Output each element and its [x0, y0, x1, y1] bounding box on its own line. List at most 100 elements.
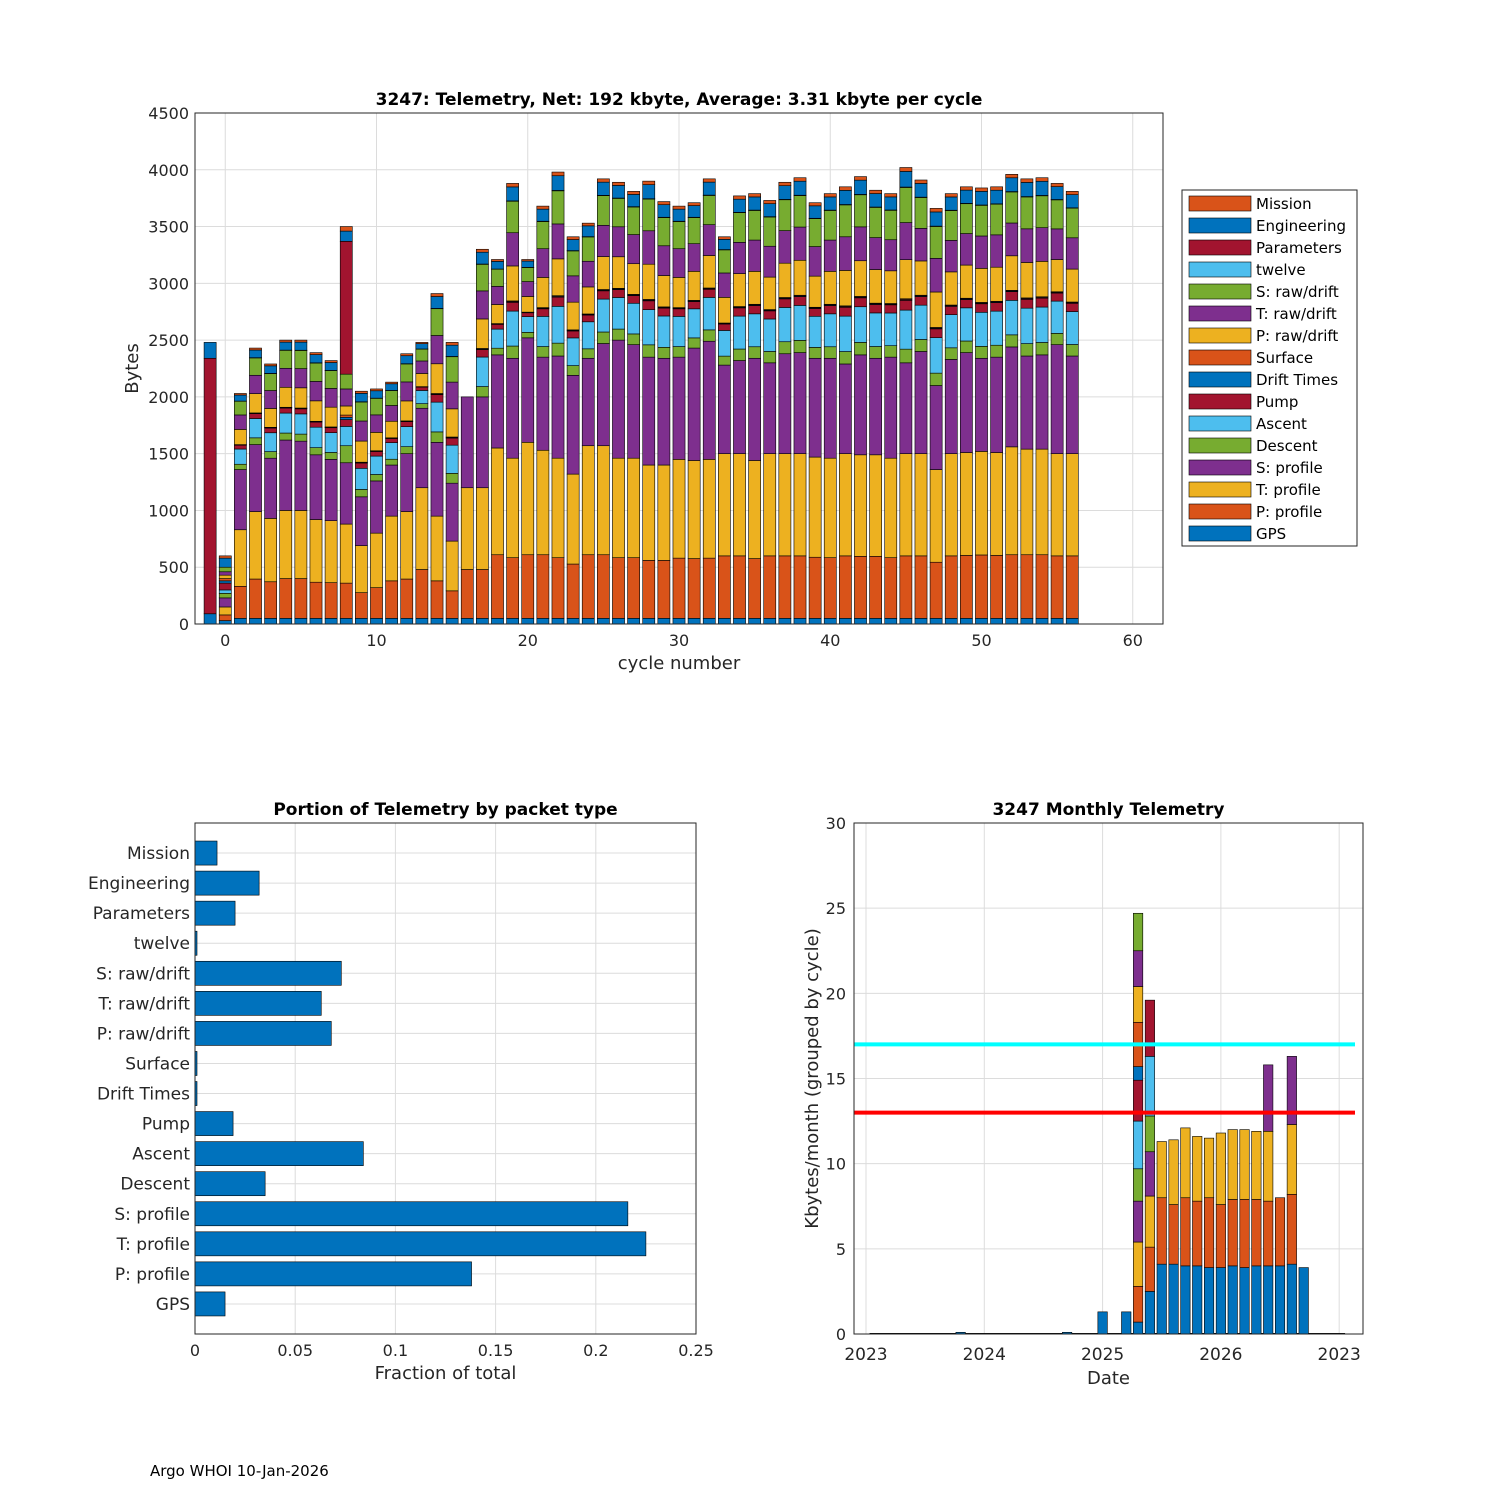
cycle-bar-p-raw-drift [914, 260, 928, 296]
cycle-bar-p-profile [355, 592, 368, 619]
cycle-bar-engineering [249, 349, 262, 359]
cycle-bar-s-raw-drift [733, 212, 746, 243]
legend-swatch [1188, 371, 1252, 388]
cycle-bar-p-profile [960, 555, 973, 619]
cycle-bar-ascent [1050, 300, 1064, 334]
month-bar [1263, 1265, 1274, 1335]
cycle-bar-descent [718, 355, 731, 366]
cycle-bar-pump [536, 308, 550, 317]
cycle-bar-mission [234, 393, 247, 396]
cycle-bar-pump [929, 328, 943, 339]
cycle-bar-descent [370, 474, 383, 482]
cycle-bar-t-profile [869, 454, 882, 557]
cycle-bar-engineering [793, 180, 807, 196]
cycle-bar-gps [415, 618, 429, 625]
cycle-bar-pump [808, 308, 822, 317]
cycle-bar-mission [778, 181, 792, 186]
cycle-bar-p-profile [763, 555, 777, 619]
cycle-bar-mission [415, 342, 429, 344]
cycle-bar-s-raw-drift [642, 198, 656, 232]
legend-label: GPS [1256, 525, 1286, 543]
month-bar [1204, 1137, 1215, 1199]
cycle-bar-engineering [990, 189, 1003, 205]
cycle-bar-ascent [581, 321, 595, 350]
cycle-bar-s-raw-drift [445, 356, 459, 383]
month-bar [1133, 1286, 1144, 1323]
cycle-bar-s-profile [536, 356, 550, 451]
cycle-bar-p-profile [551, 557, 565, 619]
cycle-bar-p-profile [279, 578, 293, 619]
cycle-bar-s-raw-drift [491, 268, 504, 287]
cycle-bar-gps [460, 618, 474, 625]
cycle-bar-mission [445, 342, 459, 346]
cycle-bar-ascent [279, 412, 293, 434]
cycle-bar-pump [627, 295, 640, 304]
plot1-xtick-label: 10 [366, 631, 386, 650]
cycle-bar-p-profile [1065, 555, 1079, 619]
cycle-bar-t-raw-drift [1020, 228, 1034, 263]
cycle-bar-p-raw-drift [702, 255, 716, 289]
cycle-bar-mission [839, 186, 852, 191]
cycle-bar-s-raw-drift [1005, 191, 1019, 224]
cycle-bar-s-raw-drift [309, 362, 323, 382]
cycle-bar-t-raw-drift [551, 223, 565, 260]
plot1-ytick-label: 3500 [148, 218, 189, 237]
cycle-bar-descent [702, 329, 716, 342]
cycle-bar-p-profile [687, 558, 701, 619]
cycle-bar-engineering [748, 196, 761, 211]
cycle-bar-descent [748, 346, 761, 359]
portion-bar [194, 1231, 647, 1257]
cycle-bar-p-profile [914, 555, 928, 619]
cycle-bar-p-profile [324, 582, 338, 619]
cycle-bar-s-profile [642, 356, 656, 466]
cycle-bar-mission [657, 201, 671, 206]
cycle-bar-ascent [324, 432, 338, 453]
cycle-bar-s-raw-drift [355, 401, 368, 422]
cycle-bar-t-profile [960, 452, 973, 556]
cycle-bar-descent [899, 348, 913, 364]
cycle-bar-s-profile [733, 360, 746, 454]
cycle-bar-pump [234, 444, 247, 450]
month-bar [1133, 912, 1144, 952]
cycle-bar-t-profile [627, 457, 640, 558]
cycle-bar-descent [536, 346, 550, 358]
cycle-bar-p-profile [385, 580, 398, 619]
cycle-bar-mission [612, 181, 625, 186]
cycle-bar-p-raw-drift [309, 400, 323, 422]
cycle-bar-descent [249, 437, 262, 445]
cycle-bar-t-profile [370, 532, 383, 588]
cycle-bar-s-raw-drift [324, 370, 338, 389]
cycle-bar-engineering [234, 394, 247, 402]
cycle-bar-descent [960, 340, 973, 353]
cycle-bar-s-raw-drift [657, 217, 671, 247]
cycle-bar-s-profile [370, 480, 383, 534]
cycle-bar-ascent [687, 308, 701, 339]
cycle-bar-p-raw-drift [1020, 262, 1034, 299]
cycle-bar-t-profile [430, 515, 444, 582]
portion-bar [194, 1021, 332, 1046]
cycle-bar-pump [612, 289, 625, 298]
cycle-bar-mission [960, 186, 973, 191]
cycle-bar-engineering [415, 343, 429, 350]
portion-bar [194, 991, 322, 1016]
cycle-bar-p-raw-drift [1005, 255, 1019, 291]
month-bar [1239, 1129, 1250, 1200]
legend-label: T: profile [1255, 481, 1321, 499]
cycle-bar-descent [808, 347, 822, 359]
cycle-bar-descent [854, 342, 867, 356]
plot2-xtick-label: 0.2 [583, 1341, 608, 1360]
cycle-bar-p-profile [415, 569, 429, 619]
cycle-bar-s-profile [899, 362, 913, 454]
cycle-bar-s-raw-drift [536, 221, 550, 250]
cycle-bar-p-raw-drift [355, 440, 368, 463]
cycle-bar-engineering [687, 205, 701, 218]
month-bar [1274, 1265, 1286, 1335]
cycle-bar-t-profile [884, 457, 898, 558]
portion-bar [194, 1261, 472, 1287]
cycle-bar-mission [1065, 191, 1079, 195]
month-bar [1215, 1204, 1226, 1268]
cycle-bar-t-profile [657, 464, 671, 561]
cycle-bar-engineering [914, 183, 928, 198]
cycle-bar-p-raw-drift [294, 387, 308, 409]
cycle-bar-descent [415, 403, 429, 409]
